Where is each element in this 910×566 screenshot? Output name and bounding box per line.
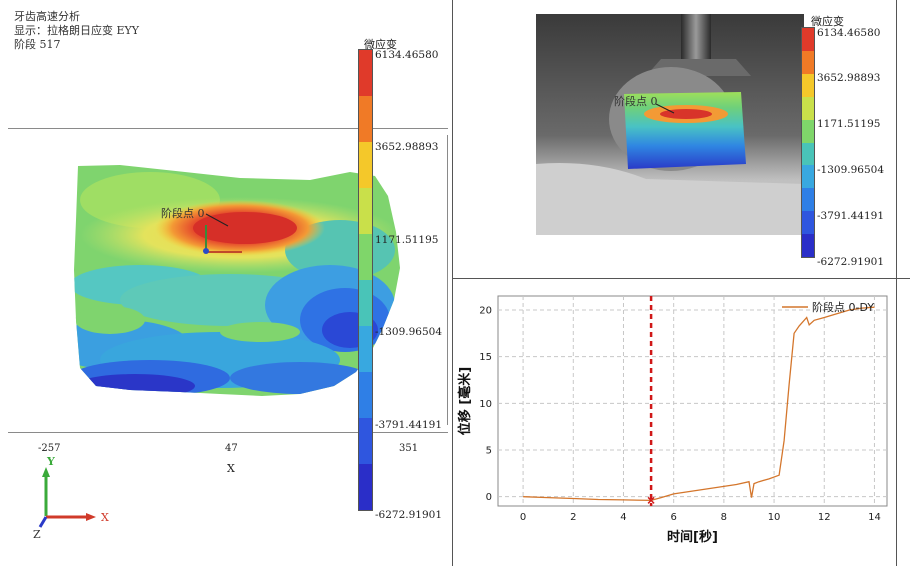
colorbar-title: 微应变 [364, 38, 397, 51]
y-tick-label: 5 [486, 446, 492, 457]
camera-colorbar-tick-2: 1171.51195 [817, 118, 881, 130]
camera-colorbar-tick-0: 6134.46580 [817, 27, 881, 39]
y-tick-label: 0 [486, 492, 492, 503]
bounding-line-bottom [8, 432, 448, 433]
x-tick-label: 4 [620, 512, 626, 523]
camera-colorbar-tick-1: 3652.98893 [817, 72, 881, 84]
y-tick-label: 20 [479, 306, 492, 317]
camera-point-label: 阶段点 0 [614, 95, 658, 108]
colorbar-tick-2: 1171.51195 [375, 234, 439, 246]
chart-y-label: 位移 [毫米] [457, 367, 473, 435]
vertical-divider [452, 0, 453, 566]
colorbar-tick-1: 3652.98893 [375, 141, 439, 153]
main-strain-view[interactable]: 牙齿高速分析 显示：拉格朗日应变 EYY 阶段 517 [0, 0, 452, 566]
x-tick-left: -257 [38, 443, 61, 454]
orientation-triad-icon [38, 467, 96, 528]
x-tick-label: 10 [768, 512, 781, 523]
x-tick-label: 12 [818, 512, 831, 523]
y-tick-label: 15 [479, 352, 492, 363]
camera-overlay-view[interactable]: 阶段点 0 微应变 6134.46580 3652.98893 1171.511… [453, 0, 896, 278]
triad-x-label: X [101, 511, 109, 524]
colorbar [358, 49, 373, 511]
plot-area [497, 295, 888, 507]
legend-label: 阶段点 0-DY [812, 300, 874, 314]
x-tick-label: 8 [721, 512, 727, 523]
bounding-line-top [8, 128, 448, 129]
y-tick-label: 10 [479, 399, 492, 410]
x-tick-label: 2 [570, 512, 576, 523]
analysis-title: 牙齿高速分析 [14, 10, 80, 23]
camera-image [536, 14, 804, 235]
chart-x-label: 时间[秒] [667, 529, 718, 545]
camera-colorbar-tick-3: -1309.96504 [817, 164, 885, 176]
x-tick-center: 47 [225, 443, 238, 454]
x-tick-right: 351 [399, 443, 419, 454]
horizontal-divider [452, 278, 910, 279]
colorbar-tick-5: -6272.91901 [375, 509, 443, 521]
bounding-line-right [447, 135, 448, 425]
displacement-chart[interactable]: 0 2 4 6 8 10 12 14 0 5 10 15 20 阶段点 0-DY 时间[秒] 位移 [毫米] [453, 279, 896, 566]
triad-y-label: Y [47, 455, 55, 468]
series-line-0 [523, 306, 875, 502]
colorbar-tick-4: -3791.44191 [375, 419, 443, 431]
time-marker-point [647, 496, 655, 504]
colorbar-tick-3: -1309.96504 [375, 326, 443, 338]
x-tick-label: 14 [868, 512, 881, 523]
camera-colorbar [801, 27, 815, 258]
x-tick-label: 6 [670, 512, 676, 523]
stage-label: 阶段 517 [14, 38, 61, 51]
x-tick-label: 0 [520, 512, 526, 523]
right-border [896, 0, 897, 566]
display-mode-label: 显示：拉格朗日应变 EYY [14, 24, 140, 37]
camera-colorbar-tick-4: -3791.44191 [817, 210, 885, 222]
stage-point-marker[interactable] [203, 248, 209, 254]
triad-z-label: Z [33, 528, 41, 541]
camera-colorbar-title: 微应变 [811, 15, 844, 28]
camera-colorbar-tick-5: -6272.91901 [817, 256, 885, 268]
colorbar-tick-0: 6134.46580 [375, 49, 439, 61]
x-axis-label: X [227, 462, 235, 475]
point-leader-line [205, 213, 229, 227]
stage-point-label: 阶段点 0 [161, 207, 205, 220]
